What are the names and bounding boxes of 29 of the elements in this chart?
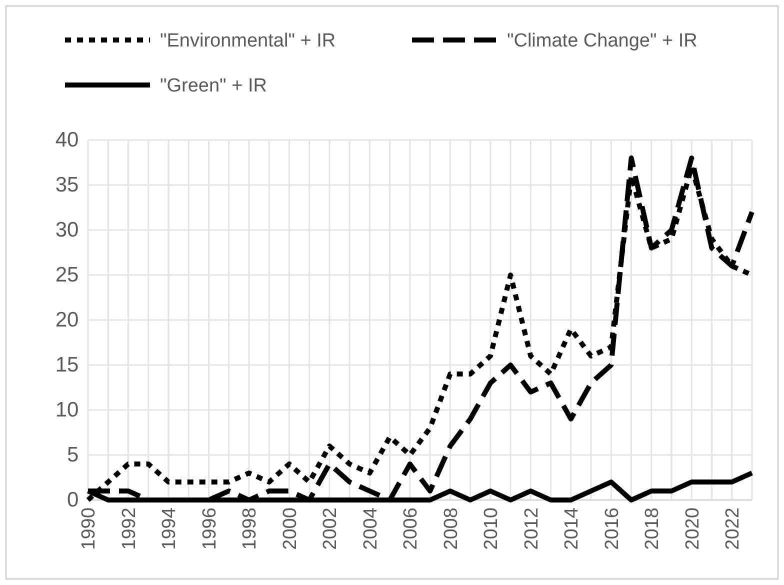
x-tick-label: 2004 <box>360 507 382 550</box>
y-tick-label: 30 <box>55 218 79 242</box>
legend-label: "Environmental" + IR <box>160 30 336 52</box>
x-tick-label: 1996 <box>199 508 220 550</box>
x-tick-label: 2008 <box>440 508 462 550</box>
y-tick-label: 35 <box>55 174 79 197</box>
x-tick-label: 2000 <box>280 508 301 550</box>
x-tick-label: 1990 <box>78 508 100 550</box>
x-tick-label: 1992 <box>118 508 140 550</box>
y-tick-label: 10 <box>55 398 79 422</box>
y-tick-label: 0 <box>67 488 79 512</box>
x-tick-label: 2022 <box>722 508 744 550</box>
x-tick-label: 2016 <box>602 508 623 550</box>
x-tick-label: 2012 <box>521 508 542 550</box>
legend-label: "Green" + IR <box>160 76 267 97</box>
x-tick-label: 2020 <box>682 508 704 550</box>
x-tick-label: 1998 <box>240 508 261 550</box>
x-tick-label: 2002 <box>320 508 342 550</box>
x-tick-label: 2006 <box>400 508 422 550</box>
x-tick-label: 2018 <box>642 508 664 550</box>
y-tick-label: 25 <box>55 264 79 287</box>
y-tick-label: 15 <box>55 354 79 377</box>
y-tick-label: 20 <box>55 308 79 332</box>
x-tick-label: 1994 <box>159 507 180 550</box>
legend-label: "Climate Change" + IR <box>507 30 698 52</box>
y-tick-label: 40 <box>55 128 79 152</box>
y-tick-label: 5 <box>67 444 79 467</box>
x-tick-label: 2014 <box>562 507 583 550</box>
x-tick-label: 2010 <box>481 508 502 550</box>
